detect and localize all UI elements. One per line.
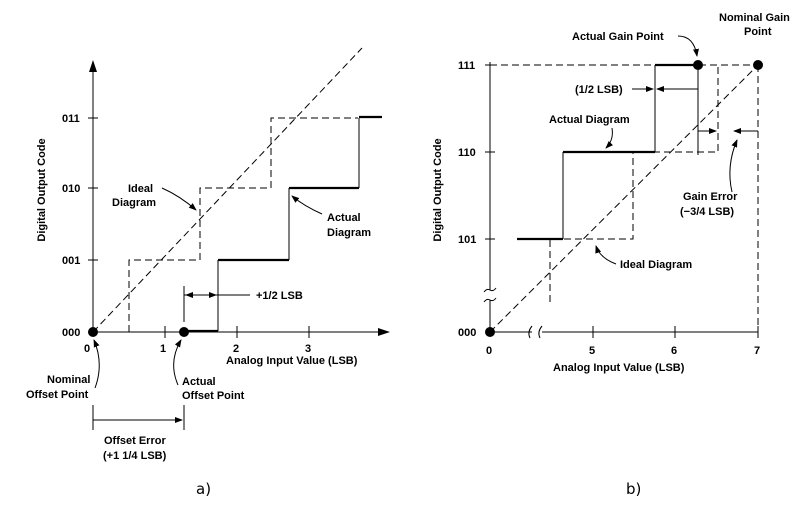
panel-b-ideal-diagram-leader bbox=[595, 245, 617, 265]
panel-b-ideal-staircase bbox=[549, 65, 719, 302]
panel-b-y-axis-label: Digital Output Code bbox=[432, 138, 444, 241]
panel-a-x-axis-label: Analog Input Value (LSB) bbox=[226, 355, 358, 367]
panel-b-nominal-gain-label-line2: Point bbox=[744, 26, 772, 38]
panel-b-x-tick-6: 6 bbox=[671, 345, 677, 357]
panel-b-x-axis-label: Analog Input Value (LSB) bbox=[553, 362, 685, 374]
panel-b-half-lsb-label: (1/2 LSB) bbox=[575, 84, 623, 96]
panel-a-y-tick-011: 011 bbox=[62, 113, 80, 125]
panel-a: 011 010 001 000 0 1 2 3 Digital Output C… bbox=[26, 47, 390, 498]
panel-a-actual-offset-point bbox=[179, 327, 189, 337]
panel-b-y-tick-000: 000 bbox=[458, 327, 476, 339]
panel-a-actual-offset-leader bbox=[173, 339, 182, 386]
panel-a-ideal-transfer-line bbox=[92, 47, 363, 333]
panel-a-actual-label-line1: Actual bbox=[327, 212, 361, 224]
panel-b-caption: b) bbox=[626, 480, 641, 498]
panel-a-nominal-offset-point bbox=[88, 327, 98, 337]
panel-a-y-tick-001: 001 bbox=[62, 255, 80, 267]
panel-a-ideal-leader-arrow bbox=[161, 187, 197, 211]
panel-a-half-lsb-label: +1/2 LSB bbox=[256, 290, 303, 302]
panel-a-x-tick-0: 0 bbox=[84, 343, 90, 355]
panel-a-x-tick-2: 2 bbox=[233, 343, 239, 355]
panel-b-x-axis-break-mark bbox=[528, 325, 533, 339]
panel-a-x-tick-3: 3 bbox=[305, 343, 311, 355]
panel-a-offset-error-line1: Offset Error bbox=[104, 435, 166, 447]
panel-b-nominal-gain-point bbox=[753, 60, 763, 70]
panel-b-x-tick-5: 5 bbox=[589, 345, 595, 357]
panel-a-actual-label-line2: Diagram bbox=[327, 227, 371, 239]
panel-a-y-tick-010: 010 bbox=[62, 183, 80, 195]
panel-a-nominal-offset-leader bbox=[93, 339, 100, 389]
panel-b-ideal-transfer-line bbox=[489, 64, 759, 333]
panel-b-ideal-diagram-label: Ideal Diagram bbox=[620, 259, 692, 271]
panel-b-actual-gain-point-leader bbox=[677, 35, 699, 57]
panel-b-gain-error-line2: (−3/4 LSB) bbox=[680, 206, 734, 218]
panel-a-ideal-staircase bbox=[128, 117, 358, 332]
panel-b-y-axis-break-mark bbox=[483, 297, 497, 303]
panel-a-y-tick-000: 000 bbox=[62, 327, 80, 339]
panel-b-x-tick-7: 7 bbox=[754, 345, 760, 357]
panel-b-nominal-gain-label-line1: Nominal Gain bbox=[719, 12, 790, 24]
panel-b-actual-diagram-leader bbox=[605, 127, 614, 149]
panel-b-gain-error-leader bbox=[729, 139, 738, 193]
panel-b-y-tick-101: 101 bbox=[458, 234, 476, 246]
panel-b-x-tick-0: 0 bbox=[486, 345, 492, 357]
panel-a-offset-error-line2: (+1 1/4 LSB) bbox=[103, 450, 167, 462]
panel-b-gain-error-line1: Gain Error bbox=[683, 191, 738, 203]
panel-a-nominal-offset-label-line1: Nominal bbox=[47, 374, 90, 386]
panel-a-nominal-offset-label-line2: Offset Point bbox=[26, 389, 89, 401]
panel-b-y-tick-110: 110 bbox=[458, 147, 476, 159]
panel-b-y-tick-111: 111 bbox=[458, 60, 475, 72]
panel-a-caption: a) bbox=[196, 480, 211, 498]
panel-a-actual-leader-arrow bbox=[291, 195, 323, 215]
panel-a-y-axis-label: Digital Output Code bbox=[36, 138, 48, 241]
panel-b-actual-gain-point bbox=[693, 60, 703, 70]
panel-b-actual-diagram-label: Actual Diagram bbox=[549, 114, 630, 126]
panel-a-actual-offset-label-line2: Offset Point bbox=[182, 390, 245, 402]
panel-a-x-tick-1: 1 bbox=[160, 343, 166, 355]
panel-a-x-axis-arrowhead bbox=[378, 328, 390, 336]
panel-b-actual-gain-point-label: Actual Gain Point bbox=[572, 31, 664, 43]
panel-a-y-axis-arrowhead bbox=[89, 60, 97, 72]
panel-a-ideal-label-line1: Ideal bbox=[128, 183, 153, 195]
panel-a-ideal-label-line2: Diagram bbox=[112, 197, 156, 209]
panel-b: 111 110 101 000 0 5 6 7 Digital Output C… bbox=[432, 12, 790, 498]
panel-a-actual-offset-label-line1: Actual bbox=[182, 376, 216, 388]
panel-b-origin-point bbox=[485, 327, 495, 337]
